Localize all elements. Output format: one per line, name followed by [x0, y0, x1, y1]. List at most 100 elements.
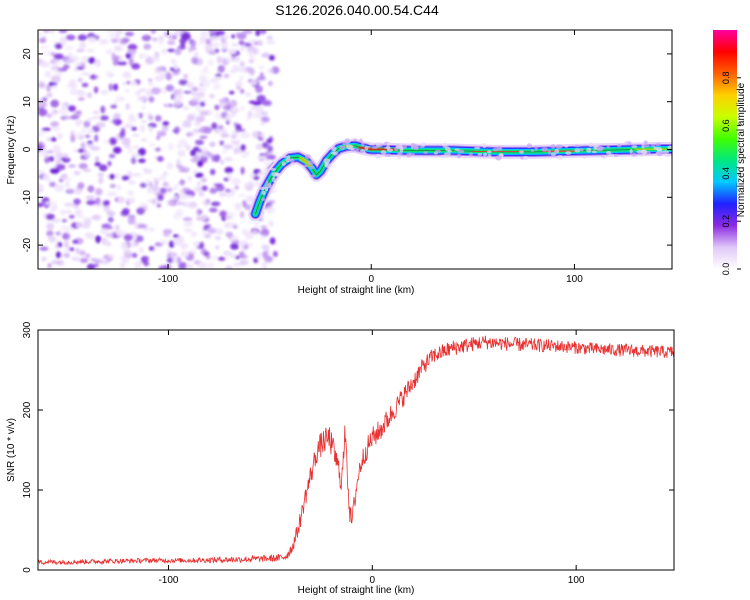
- noise-blob: [38, 169, 45, 175]
- noise-blob: [64, 202, 74, 208]
- noise-blob: [158, 265, 168, 269]
- noise-blob: [99, 257, 107, 262]
- snr-y-ticks: 0 100 200 300: [22, 321, 674, 573]
- noise-blob: [150, 30, 157, 34]
- ridge-speckle: [421, 142, 426, 147]
- noise-blob: [72, 239, 79, 244]
- noise-blob: [217, 256, 226, 261]
- ridge-speckle: [303, 164, 308, 168]
- noise-blob: [267, 68, 275, 74]
- noise-blob: [252, 47, 260, 56]
- ridge-speckle: [483, 152, 487, 157]
- noise-blob: [38, 202, 43, 208]
- noise-blob: [195, 104, 202, 113]
- noise-blob: [268, 136, 274, 143]
- noise-blob: [195, 115, 205, 123]
- noise-blob: [148, 122, 157, 128]
- noise-blob: [162, 229, 173, 234]
- noise-blob: [197, 262, 208, 269]
- noise-blob: [225, 251, 231, 257]
- noise-blob: [131, 63, 141, 70]
- colorbar-tick-label: 0.0: [721, 263, 731, 276]
- noise-blob: [224, 166, 234, 174]
- ridge-speckle: [541, 147, 549, 152]
- noise-blob: [266, 35, 273, 40]
- ridge-speckle: [597, 146, 605, 150]
- y-tick-label: 10: [22, 96, 33, 108]
- noise-blob: [112, 60, 121, 66]
- noise-blob: [49, 168, 60, 174]
- ridge-speckle: [616, 144, 622, 148]
- noise-blob: [162, 181, 169, 187]
- noise-blob: [174, 201, 185, 206]
- noise-blob: [55, 43, 63, 50]
- noise-blob: [81, 82, 89, 88]
- noise-blob: [196, 181, 201, 186]
- noise-blob: [65, 34, 76, 41]
- noise-blob: [229, 112, 237, 118]
- noise-blob: [195, 139, 204, 146]
- noise-blob: [57, 132, 63, 140]
- noise-blob: [73, 170, 81, 176]
- ridge-speckle: [629, 148, 633, 154]
- ridge-speckle: [574, 148, 581, 153]
- noise-blob: [215, 30, 226, 36]
- noise-blob: [112, 118, 117, 124]
- ridge-speckle: [579, 148, 584, 152]
- noise-blob: [90, 146, 101, 151]
- noise-blob: [64, 242, 70, 249]
- noise-blob: [94, 60, 102, 68]
- y-tick-label: 0: [22, 567, 33, 573]
- noise-blob: [49, 156, 55, 162]
- noise-blob: [175, 256, 182, 264]
- noise-blob: [242, 200, 247, 208]
- noise-blob: [52, 69, 61, 73]
- noise-blob: [95, 197, 101, 205]
- ridge-speckle: [443, 152, 451, 156]
- noise-blob: [198, 39, 203, 46]
- noise-blob: [120, 242, 128, 250]
- noise-blob: [38, 31, 42, 37]
- noise-blob: [193, 94, 199, 99]
- noise-blob: [138, 95, 149, 102]
- ridge-speckle: [564, 144, 569, 148]
- noise-blob: [98, 39, 109, 45]
- noise-blob: [92, 214, 102, 221]
- noise-blob: [76, 48, 84, 53]
- ridge-speckle: [650, 143, 656, 148]
- noise-blob: [58, 179, 64, 183]
- ridge-speckle: [440, 154, 447, 159]
- ridge-speckle: [624, 141, 628, 145]
- noise-blob: [214, 112, 223, 120]
- colorbar: 0.0 0.2 0.4 0.6 0.8 Normalized spectral ampl…: [713, 30, 747, 275]
- noise-blob: [148, 78, 153, 82]
- noise-blob: [195, 172, 204, 178]
- noise-blob: [47, 235, 56, 242]
- noise-blob: [239, 61, 245, 67]
- ridge-speckle: [642, 144, 650, 148]
- noise-blob: [245, 91, 252, 98]
- ridge-speckle: [310, 174, 316, 178]
- noise-blob: [248, 100, 257, 104]
- ridge-speckle: [386, 142, 392, 145]
- noise-blob: [81, 72, 91, 76]
- noise-blob: [256, 76, 267, 81]
- noise-blob: [102, 200, 110, 207]
- ridge-speckle: [360, 142, 365, 147]
- noise-blob: [128, 58, 134, 66]
- ridge-speckle: [573, 144, 581, 148]
- ridge-speckle: [547, 149, 551, 155]
- noise-blob: [268, 54, 276, 61]
- noise-blob: [210, 36, 219, 42]
- noise-blob: [151, 56, 160, 62]
- noise-blob: [94, 161, 101, 167]
- noise-blob: [59, 107, 68, 116]
- noise-blob: [239, 46, 245, 51]
- noise-blob: [200, 30, 209, 38]
- noise-blob: [40, 61, 50, 68]
- noise-blob: [240, 166, 245, 175]
- noise-blob: [201, 229, 207, 236]
- noise-blob: [50, 52, 56, 57]
- noise-blob: [265, 255, 273, 262]
- noise-blob: [170, 251, 178, 260]
